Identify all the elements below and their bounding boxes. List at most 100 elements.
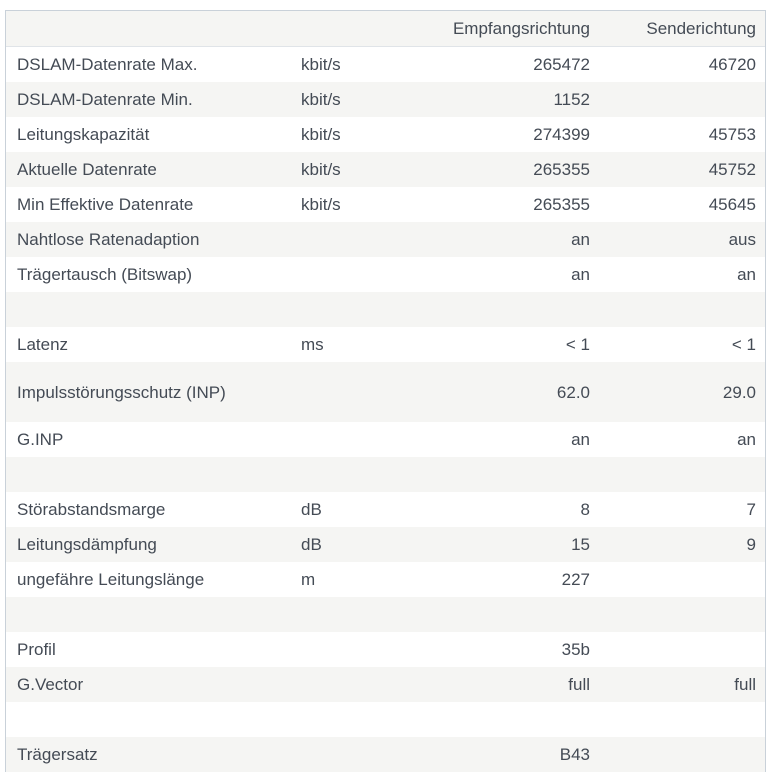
row-downstream-value: 35b	[401, 632, 590, 667]
row-downstream-value: 265472	[401, 47, 590, 83]
row-unit: m	[301, 562, 401, 597]
row-upstream-value	[590, 292, 765, 327]
row-label	[6, 292, 301, 327]
row-unit: dB	[301, 492, 401, 527]
row-unit	[301, 632, 401, 667]
row-upstream-value: aus	[590, 222, 765, 257]
row-label: ungefähre Leitungslänge	[6, 562, 301, 597]
row-label: Trägersatz	[6, 737, 301, 772]
row-downstream-value: < 1	[401, 327, 590, 362]
row-label: Leitungsdämpfung	[6, 527, 301, 562]
row-downstream-value: 15	[401, 527, 590, 562]
row-label: Nahtlose Ratenadaption	[6, 222, 301, 257]
row-upstream-value	[590, 562, 765, 597]
row-label: G.INP	[6, 422, 301, 457]
spacer-row	[6, 292, 765, 327]
row-upstream-value: an	[590, 257, 765, 292]
row-label: Aktuelle Datenrate	[6, 152, 301, 187]
row-unit: kbit/s	[301, 187, 401, 222]
row-downstream-value	[401, 457, 590, 492]
row-upstream-value: an	[590, 422, 765, 457]
row-unit	[301, 667, 401, 702]
row-unit: dB	[301, 527, 401, 562]
row-upstream-value: 7	[590, 492, 765, 527]
row-downstream-value: an	[401, 422, 590, 457]
header-unit	[301, 11, 401, 47]
row-downstream-value: 265355	[401, 152, 590, 187]
row-upstream-value: 46720	[590, 47, 765, 83]
row-label	[6, 702, 301, 737]
row-label: Latenz	[6, 327, 301, 362]
table-row: Profil 35b	[6, 632, 765, 667]
row-downstream-value: an	[401, 222, 590, 257]
row-downstream-value	[401, 597, 590, 632]
row-upstream-value	[590, 82, 765, 117]
row-label	[6, 457, 301, 492]
row-label	[6, 597, 301, 632]
row-label: Min Effektive Datenrate	[6, 187, 301, 222]
row-unit: kbit/s	[301, 117, 401, 152]
row-label: DSLAM-Datenrate Min.	[6, 82, 301, 117]
spacer-row	[6, 457, 765, 492]
row-label: Profil	[6, 632, 301, 667]
header-label	[6, 11, 301, 47]
spacer-row	[6, 702, 765, 737]
row-upstream-value: 9	[590, 527, 765, 562]
row-upstream-value: 45645	[590, 187, 765, 222]
row-downstream-value: 1152	[401, 82, 590, 117]
row-unit	[301, 292, 401, 327]
row-upstream-value	[590, 457, 765, 492]
row-upstream-value: full	[590, 667, 765, 702]
row-downstream-value: full	[401, 667, 590, 702]
row-upstream-value	[590, 737, 765, 772]
row-downstream-value	[401, 292, 590, 327]
row-upstream-value: < 1	[590, 327, 765, 362]
row-label: DSLAM-Datenrate Max.	[6, 47, 301, 83]
row-unit	[301, 422, 401, 457]
row-label: Impulsstörungsschutz (INP)	[6, 362, 301, 422]
row-unit	[301, 597, 401, 632]
row-label: Störabstandsmarge	[6, 492, 301, 527]
row-downstream-value: 227	[401, 562, 590, 597]
row-upstream-value: 45752	[590, 152, 765, 187]
row-downstream-value	[401, 702, 590, 737]
dsl-info-table: Empfangsrichtung Senderichtung DSLAM-Dat…	[6, 11, 765, 772]
table-header-row: Empfangsrichtung Senderichtung	[6, 11, 765, 47]
row-downstream-value: 8	[401, 492, 590, 527]
row-unit: kbit/s	[301, 152, 401, 187]
row-upstream-value	[590, 597, 765, 632]
header-upstream: Senderichtung	[590, 11, 765, 47]
row-downstream-value: B43	[401, 737, 590, 772]
row-unit	[301, 702, 401, 737]
row-unit: kbit/s	[301, 47, 401, 83]
row-upstream-value	[590, 632, 765, 667]
row-label: Leitungskapazität	[6, 117, 301, 152]
row-unit: kbit/s	[301, 82, 401, 117]
row-upstream-value: 45753	[590, 117, 765, 152]
row-unit	[301, 257, 401, 292]
row-unit	[301, 457, 401, 492]
row-label: G.Vector	[6, 667, 301, 702]
row-downstream-value: 62.0	[401, 362, 590, 422]
row-downstream-value: an	[401, 257, 590, 292]
dsl-info-table-container: Empfangsrichtung Senderichtung DSLAM-Dat…	[5, 10, 766, 772]
spacer-row	[6, 597, 765, 632]
row-downstream-value: 265355	[401, 187, 590, 222]
table-row: Trägersatz B43	[6, 737, 765, 772]
row-downstream-value: 274399	[401, 117, 590, 152]
row-unit	[301, 362, 401, 422]
row-upstream-value	[590, 702, 765, 737]
